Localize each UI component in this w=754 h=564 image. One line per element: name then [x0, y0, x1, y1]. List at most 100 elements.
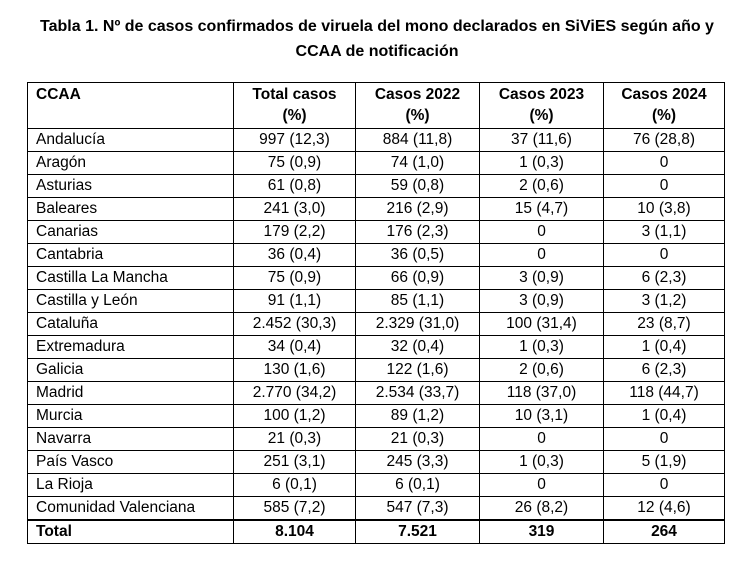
value-cell: 26 (8,2): [479, 496, 604, 521]
value-cell: 0: [603, 174, 725, 198]
value-cell: 1 (0,3): [479, 151, 604, 175]
region-cell: Extremadura: [27, 335, 234, 359]
value-cell: 59 (0,8): [355, 174, 480, 198]
value-cell: 3 (1,2): [603, 289, 725, 313]
value-cell: 36 (0,4): [233, 243, 356, 267]
value-cell: 118 (44,7): [603, 381, 725, 405]
value-cell: 10 (3,8): [603, 197, 725, 221]
table-row: Aragón 75 (0,9) 74 (1,0) 1 (0,3) 0: [27, 151, 725, 175]
value-cell: 6 (0,1): [355, 473, 480, 497]
column-header-label: Casos 2024: [621, 86, 707, 103]
total-value-cell: 7.521: [355, 519, 480, 544]
value-cell: 0: [603, 427, 725, 451]
value-cell: 3 (1,1): [603, 220, 725, 244]
value-cell: 0: [479, 243, 604, 267]
total-value-cell: 264: [603, 519, 725, 544]
value-cell: 6 (0,1): [233, 473, 356, 497]
region-cell: Castilla y León: [27, 289, 234, 313]
value-cell: 15 (4,7): [479, 197, 604, 221]
column-header: Total casos (%): [233, 82, 356, 129]
value-cell: 5 (1,9): [603, 450, 725, 474]
total-row: Total 8.104 7.521 319 264: [27, 519, 725, 544]
table-row: Castilla La Mancha 75 (0,9) 66 (0,9) 3 (0,9…: [27, 266, 725, 290]
column-header-unit: (%): [651, 107, 677, 124]
header-row: CCAA Total casos (%) Casos 2022 (%) Casos 202…: [27, 82, 725, 129]
value-cell: 1 (0,4): [603, 404, 725, 428]
table-caption: Tabla 1. Nº de casos confirmados de viru…: [0, 14, 754, 64]
total-label-cell: Total: [27, 519, 234, 544]
value-cell: 100 (31,4): [479, 312, 604, 336]
value-cell: 245 (3,3): [355, 450, 480, 474]
region-cell: Galicia: [27, 358, 234, 382]
region-cell: Baleares: [27, 197, 234, 221]
value-cell: 176 (2,3): [355, 220, 480, 244]
value-cell: 100 (1,2): [233, 404, 356, 428]
region-cell: Comunidad Valenciana: [27, 496, 234, 521]
table-header: CCAA Total casos (%) Casos 2022 (%) Casos 202…: [27, 82, 725, 129]
total-value-cell: 319: [479, 519, 604, 544]
value-cell: 997 (12,3): [233, 128, 356, 152]
value-cell: 2 (0,6): [479, 358, 604, 382]
table-row: País Vasco 251 (3,1) 245 (3,3) 1 (0,3) 5 (1,…: [27, 450, 725, 474]
value-cell: 74 (1,0): [355, 151, 480, 175]
value-cell: 37 (11,6): [479, 128, 604, 152]
value-cell: 66 (0,9): [355, 266, 480, 290]
value-cell: 3 (0,9): [479, 289, 604, 313]
caption-line-2: CCAA de notificación: [295, 43, 459, 60]
table-row: Comunidad Valenciana 585 (7,2) 547 (7,3) 26…: [27, 496, 725, 521]
value-cell: 1 (0,3): [479, 335, 604, 359]
value-cell: 85 (1,1): [355, 289, 480, 313]
value-cell: 122 (1,6): [355, 358, 480, 382]
value-cell: 32 (0,4): [355, 335, 480, 359]
value-cell: 23 (8,7): [603, 312, 725, 336]
value-cell: 179 (2,2): [233, 220, 356, 244]
value-cell: 34 (0,4): [233, 335, 356, 359]
value-cell: 75 (0,9): [233, 266, 356, 290]
table-row: Castilla y León 91 (1,1) 85 (1,1) 3 (0,9) 3 …: [27, 289, 725, 313]
region-cell: La Rioja: [27, 473, 234, 497]
region-cell: Cantabria: [27, 243, 234, 267]
table-row: Asturias 61 (0,8) 59 (0,8) 2 (0,6) 0: [27, 174, 725, 198]
value-cell: 2.452 (30,3): [233, 312, 356, 336]
column-header-unit: (%): [529, 107, 554, 124]
value-cell: 1 (0,3): [479, 450, 604, 474]
value-cell: 585 (7,2): [233, 496, 356, 521]
value-cell: 0: [479, 427, 604, 451]
value-cell: 2.770 (34,2): [233, 381, 356, 405]
value-cell: 0: [603, 151, 725, 175]
value-cell: 36 (0,5): [355, 243, 480, 267]
value-cell: 2.329 (31,0): [355, 312, 480, 336]
value-cell: 3 (0,9): [479, 266, 604, 290]
value-cell: 6 (2,3): [603, 266, 725, 290]
value-cell: 12 (4,6): [603, 496, 725, 521]
column-header-label: Casos 2022: [374, 86, 461, 103]
value-cell: 2 (0,6): [479, 174, 604, 198]
value-cell: 130 (1,6): [233, 358, 356, 382]
value-cell: 241 (3,0): [233, 197, 356, 221]
column-header: Casos 2024 (%): [603, 82, 725, 129]
table-body: Andalucía 997 (12,3) 884 (11,8) 37 (11,6) 76…: [27, 128, 725, 544]
value-cell: 118 (37,0): [479, 381, 604, 405]
total-value-cell: 8.104: [233, 519, 356, 544]
table-row: Andalucía 997 (12,3) 884 (11,8) 37 (11,6) 76…: [27, 128, 725, 152]
value-cell: 0: [603, 473, 725, 497]
value-cell: 1 (0,4): [603, 335, 725, 359]
value-cell: 216 (2,9): [355, 197, 480, 221]
region-cell: Cataluña: [27, 312, 234, 336]
table-row: Murcia 100 (1,2) 89 (1,2) 10 (3,1) 1 (0,4): [27, 404, 725, 428]
table-row: Galicia 130 (1,6) 122 (1,6) 2 (0,6) 6 (2,3): [27, 358, 725, 382]
region-cell: Canarias: [27, 220, 234, 244]
region-cell: Asturias: [27, 174, 234, 198]
value-cell: 75 (0,9): [233, 151, 356, 175]
region-cell: Navarra: [27, 427, 234, 451]
table-row: Extremadura 34 (0,4) 32 (0,4) 1 (0,3) 1 (0,4…: [27, 335, 725, 359]
value-cell: 6 (2,3): [603, 358, 725, 382]
value-cell: 89 (1,2): [355, 404, 480, 428]
region-cell: Madrid: [27, 381, 234, 405]
value-cell: 21 (0,3): [355, 427, 480, 451]
column-header: CCAA: [27, 82, 234, 129]
column-header-label: Total casos: [252, 86, 337, 103]
column-header: Casos 2022 (%): [355, 82, 480, 129]
table-row: La Rioja 6 (0,1) 6 (0,1) 0 0: [27, 473, 725, 497]
value-cell: 884 (11,8): [355, 128, 480, 152]
